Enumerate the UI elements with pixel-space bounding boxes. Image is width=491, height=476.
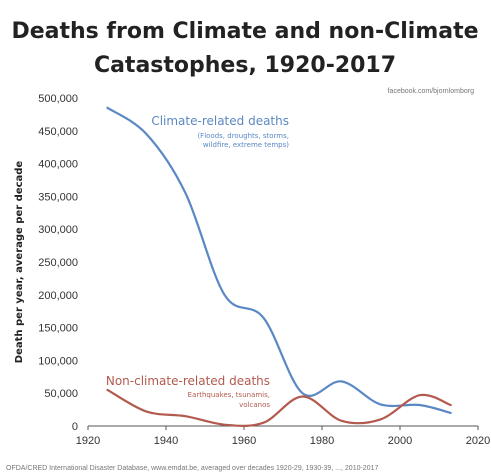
y-tick-label: 150,000 [38, 323, 78, 335]
climate-deaths-line [106, 106, 452, 414]
chart-title-line1: Deaths from Climate and non-Climate [11, 19, 478, 44]
climate-series-note: (Floods, droughts, storms, [197, 132, 289, 140]
non-climate-series-label: Non-climate-related deaths [106, 374, 270, 388]
y-tick-label: 50,000 [44, 388, 78, 400]
y-tick-label: 500,000 [38, 93, 78, 105]
climate-series-note: wildfire, extreme temps) [203, 141, 289, 149]
y-tick-label: 450,000 [38, 126, 78, 138]
x-tick-label: 1960 [232, 435, 256, 447]
y-tick-label: 250,000 [38, 257, 78, 269]
y-tick-label: 100,000 [38, 355, 78, 367]
series-layer [106, 106, 452, 427]
climate-series-label: Climate-related deaths [151, 114, 289, 128]
y-tick-label: 0 [72, 421, 78, 433]
source-text: OFDA/CRED International Disaster Databas… [6, 465, 378, 472]
y-tick-label: 300,000 [38, 224, 78, 236]
non-climate-series-note: volcanos [239, 401, 270, 409]
y-tick-label: 400,000 [38, 159, 78, 171]
credit-text: facebook.com/bjornlomborg [388, 88, 474, 95]
y-tick-label: 350,000 [38, 191, 78, 203]
x-tick-label: 1980 [310, 435, 334, 447]
chart-title-line2: Catastophes, 1920-2017 [94, 53, 396, 78]
x-tick-label: 1920 [76, 435, 100, 447]
non-climate-deaths-line [106, 388, 452, 427]
y-tick-label: 200,000 [38, 290, 78, 302]
annotations: Climate-related deaths (Floods, droughts,… [106, 114, 289, 409]
y-axis-label: Death per year, average per decade [14, 161, 25, 364]
x-tick-label: 2020 [466, 435, 490, 447]
non-climate-series-note: Earthquakes, tsunamis, [188, 391, 270, 399]
x-tick-label: 1940 [154, 435, 178, 447]
axes: 1920 1940 1960 1980 2000 2020 0 50,000 100,000 15… [38, 93, 490, 447]
x-tick-label: 2000 [388, 435, 412, 447]
